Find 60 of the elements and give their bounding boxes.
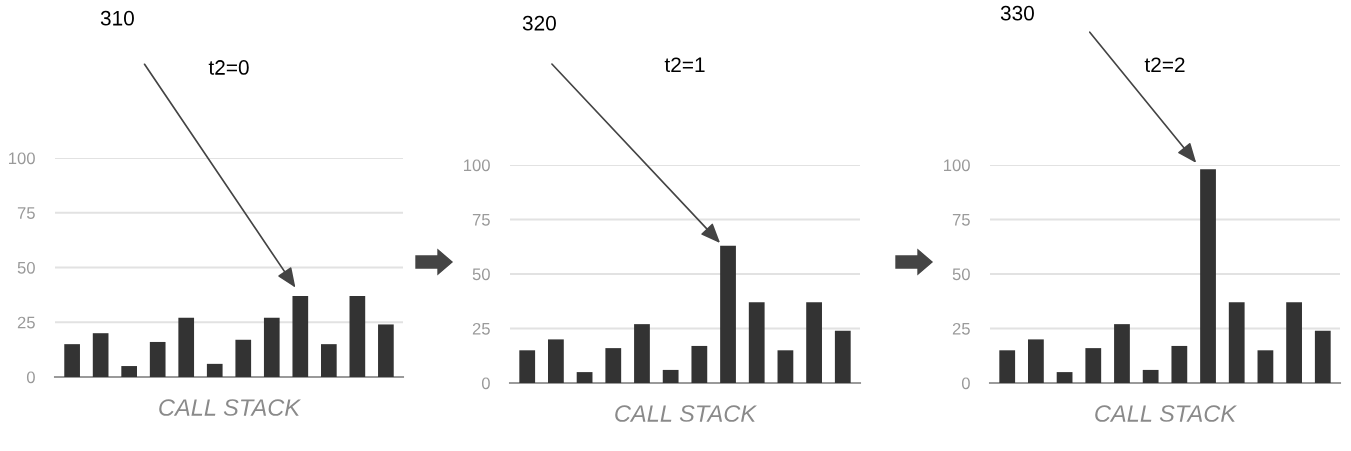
x-axis-title: CALL STACK	[159, 399, 301, 416]
bar	[149, 341, 166, 377]
y-tick-label: 100	[9, 152, 35, 165]
bar	[92, 333, 109, 377]
bar	[1028, 339, 1044, 383]
text: 330	[1000, 5, 1034, 21]
bar	[999, 350, 1016, 383]
bar	[1257, 350, 1274, 383]
bar	[263, 317, 280, 377]
text: 320	[522, 15, 556, 31]
bar	[720, 245, 736, 383]
y-tick-label: 50	[17, 261, 35, 274]
bar	[349, 295, 366, 377]
bar	[1171, 345, 1188, 383]
y-tick-label: 25	[952, 322, 970, 335]
bar	[1200, 169, 1216, 383]
y-tick-label: 0	[961, 377, 970, 390]
bar	[1314, 330, 1331, 383]
y-tick-label: 100	[944, 159, 970, 172]
bar	[1056, 372, 1073, 383]
chart-title: t2=1	[664, 57, 705, 73]
bar	[748, 302, 765, 383]
y-tick-label: 0	[26, 371, 35, 384]
text: 310	[100, 10, 134, 26]
bar	[320, 344, 337, 377]
y-tick-label: 50	[952, 268, 970, 281]
y-tick-label: 25	[17, 316, 35, 329]
bar	[378, 324, 394, 377]
bar	[548, 339, 564, 383]
bar	[662, 369, 679, 383]
y-tick-label: 0	[481, 377, 490, 390]
bar	[178, 317, 195, 377]
bar	[206, 363, 223, 377]
x-axis-title: CALL STACK	[1095, 405, 1237, 422]
bar	[605, 348, 622, 383]
bar	[121, 366, 138, 377]
y-tick-label: 75	[17, 207, 35, 219]
bar	[806, 302, 822, 383]
y-tick-label: 25	[472, 322, 490, 335]
bar	[576, 372, 593, 383]
bar	[777, 350, 794, 383]
y-tick-label: 75	[952, 214, 970, 226]
y-tick-label: 100	[464, 159, 490, 172]
bar	[1286, 302, 1302, 383]
y-tick-label: 75	[472, 214, 490, 226]
bar	[235, 339, 252, 377]
bar	[691, 345, 708, 383]
bar	[1085, 348, 1102, 383]
bar	[634, 324, 650, 383]
chart-title: t2=2	[1144, 57, 1185, 73]
x-axis-title: CALL STACK	[615, 405, 757, 422]
bar	[1114, 324, 1130, 383]
chart-title: t2=0	[208, 60, 249, 75]
bar	[834, 330, 851, 383]
bar	[1142, 369, 1159, 383]
y-tick-label: 50	[472, 268, 490, 281]
bar	[64, 344, 80, 377]
bar	[1228, 302, 1245, 383]
bar	[519, 350, 536, 383]
bar	[292, 295, 309, 377]
